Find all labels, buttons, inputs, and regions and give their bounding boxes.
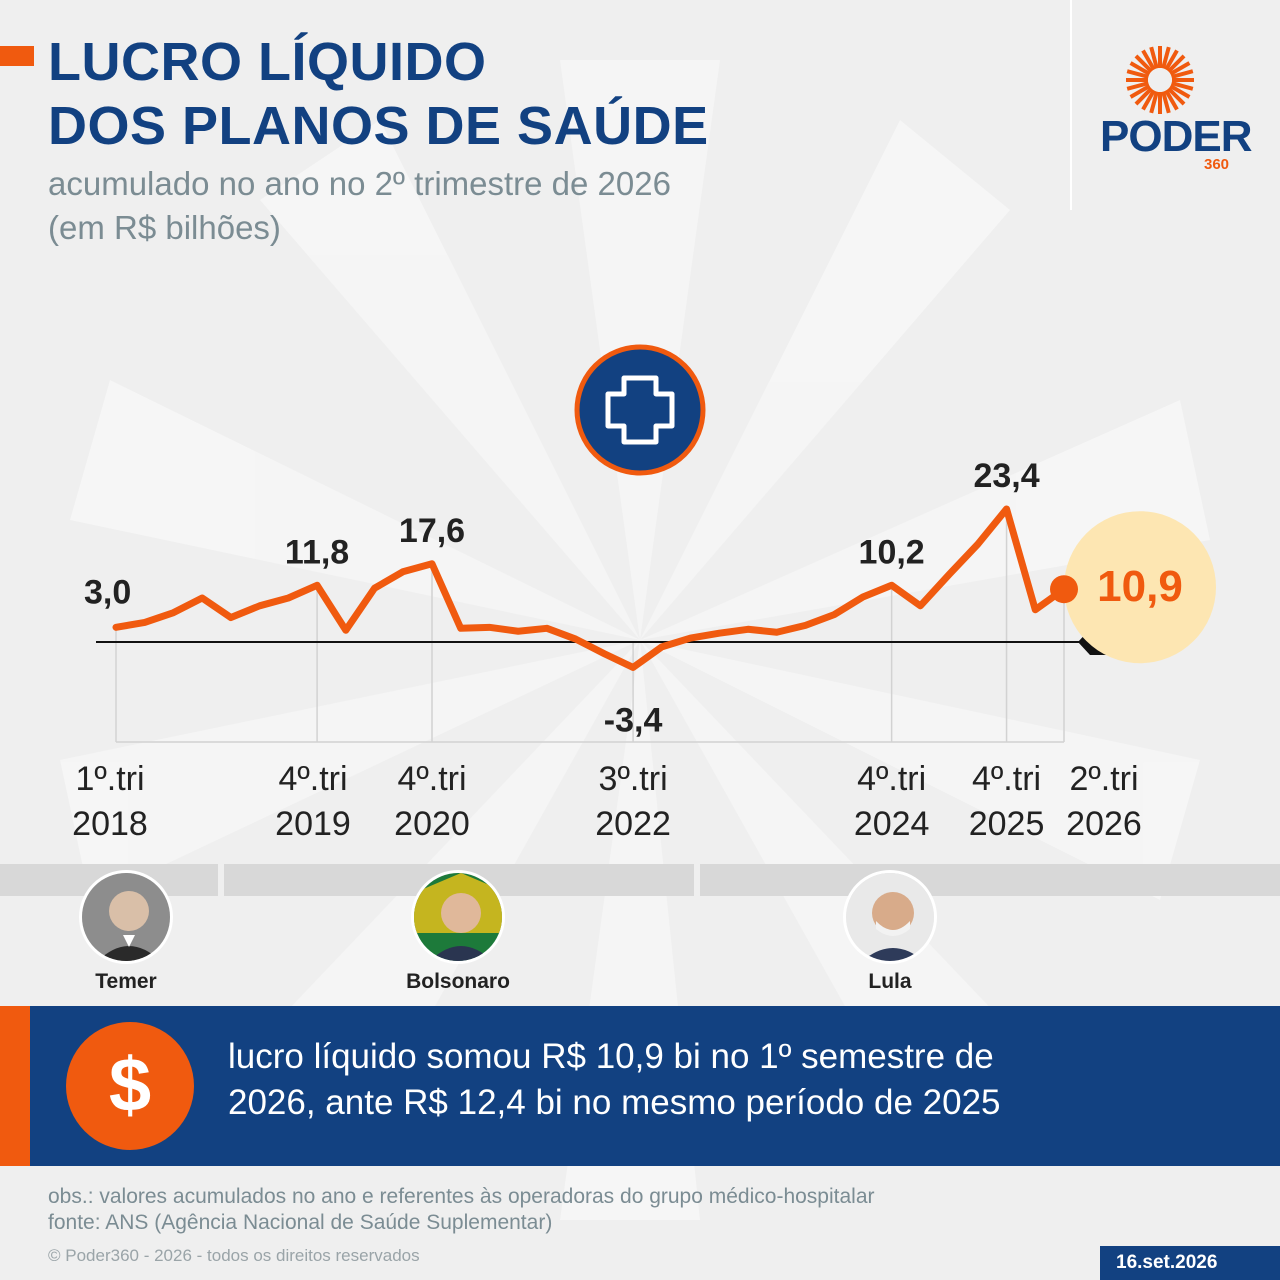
logo-ray bbox=[1169, 84, 1191, 99]
x-tick-label: 2019 bbox=[275, 805, 351, 843]
chart-title: LUCRO LÍQUIDO DOS PLANOS DE SAÚDE bbox=[48, 30, 709, 158]
president-name-lula: Lula bbox=[868, 970, 912, 993]
logo-ray bbox=[1126, 81, 1149, 91]
obs-note: obs.: valores acumulados no ano e refere… bbox=[48, 1185, 875, 1208]
logo-ray bbox=[1141, 49, 1156, 71]
president-lula: Lula bbox=[820, 870, 960, 994]
logo-ray bbox=[1171, 81, 1194, 91]
banner-text: lucro líquido somou R$ 10,9 bi no 1º sem… bbox=[228, 1034, 1228, 1126]
subtitle-line-2: (em R$ bilhões) bbox=[48, 209, 281, 246]
logo-ray bbox=[1129, 84, 1151, 99]
x-tick-label: 1º.tri bbox=[75, 760, 144, 798]
dollar-icon: $ bbox=[66, 1022, 194, 1150]
logo-ray bbox=[1161, 46, 1171, 69]
logo-ray bbox=[1171, 69, 1194, 79]
title-accent-bar bbox=[0, 46, 34, 66]
x-tick-label: 2026 bbox=[1066, 805, 1142, 843]
cross-shape bbox=[605, 375, 675, 445]
logo-ray bbox=[1169, 61, 1191, 76]
president-name-temer: Temer bbox=[95, 970, 157, 993]
title-line-2: DOS PLANOS DE SAÚDE bbox=[48, 96, 709, 156]
logo-ray bbox=[1164, 49, 1179, 71]
date-badge: 16.set.2026 bbox=[1100, 1246, 1280, 1280]
medical-cross-icon bbox=[574, 344, 706, 476]
banner-line-1: lucro líquido somou R$ 10,9 bi no 1º sem… bbox=[228, 1037, 994, 1076]
series-line bbox=[112, 505, 1068, 671]
x-tick-label: 3º.tri bbox=[599, 760, 668, 798]
logo-ray bbox=[1149, 46, 1159, 69]
x-tick-label: 4º.tri bbox=[972, 760, 1041, 798]
data-label: 11,8 bbox=[285, 533, 349, 571]
avatar-lula bbox=[843, 870, 937, 964]
last-point-marker bbox=[1050, 575, 1078, 604]
title-line-1: LUCRO LÍQUIDO bbox=[48, 32, 487, 92]
avatar-bolsonaro bbox=[411, 870, 505, 964]
banner-line-2: 2026, ante R$ 12,4 bi no mesmo período d… bbox=[228, 1083, 1001, 1122]
president-temer: Temer bbox=[56, 870, 196, 994]
data-label: 10,2 bbox=[859, 533, 925, 571]
data-label: 23,4 bbox=[973, 457, 1039, 495]
logo-ray bbox=[1134, 54, 1153, 73]
banner-accent-bar bbox=[0, 1006, 30, 1166]
last-value-highlight bbox=[1064, 511, 1216, 664]
subtitle-line-1: acumulado no ano no 2º trimestre de 2026 bbox=[48, 165, 671, 202]
footnotes: obs.: valores acumulados no ano e refere… bbox=[48, 1184, 875, 1236]
president-name-bolsonaro: Bolsonaro bbox=[406, 970, 510, 993]
source-note: fonte: ANS (Agência Nacional de Saúde Su… bbox=[48, 1211, 553, 1234]
highlight-banner bbox=[30, 1006, 1280, 1166]
x-tick-label: 2020 bbox=[394, 805, 470, 843]
x-tick-label: 2018 bbox=[72, 805, 148, 843]
logo-wordmark: PODER bbox=[1100, 112, 1252, 161]
data-label: 3,0 bbox=[84, 573, 131, 611]
copyright: © Poder360 - 2026 - todos os direitos re… bbox=[48, 1246, 420, 1265]
logo-divider bbox=[1070, 0, 1072, 210]
x-tick-label: 2º.tri bbox=[1069, 760, 1138, 798]
x-tick-label: 4º.tri bbox=[278, 760, 347, 798]
data-label: 17,6 bbox=[399, 512, 465, 550]
logo-ray bbox=[1141, 89, 1156, 111]
poder360-sun-logo-icon bbox=[1126, 46, 1194, 114]
chart-subtitle: acumulado no ano no 2º trimestre de 2026… bbox=[48, 162, 671, 250]
logo-ray bbox=[1164, 89, 1179, 111]
president-bolsonaro: Bolsonaro bbox=[388, 870, 528, 994]
logo-ray bbox=[1129, 61, 1151, 76]
logo-ray bbox=[1149, 91, 1159, 114]
data-label: -3,4 bbox=[604, 701, 663, 739]
data-label: 10,9 bbox=[1097, 562, 1183, 611]
x-tick-label: 4º.tri bbox=[397, 760, 466, 798]
avatar-temer bbox=[79, 870, 173, 964]
x-tick-label: 2024 bbox=[854, 805, 930, 843]
logo-ray bbox=[1167, 54, 1186, 73]
logo-ray bbox=[1126, 69, 1149, 79]
era-bar-lula bbox=[700, 864, 1280, 896]
logo-ray bbox=[1167, 87, 1186, 106]
x-tick-label: 4º.tri bbox=[857, 760, 926, 798]
line-chart: 03,01º.tri201811,84º.tri201917,64º.tri20… bbox=[72, 344, 1216, 843]
logo-ray bbox=[1134, 87, 1153, 106]
logo-ray bbox=[1161, 91, 1171, 114]
logo-number: 360 bbox=[1204, 156, 1230, 173]
x-tick-label: 2022 bbox=[595, 805, 671, 843]
x-tick-label: 2025 bbox=[969, 805, 1045, 843]
